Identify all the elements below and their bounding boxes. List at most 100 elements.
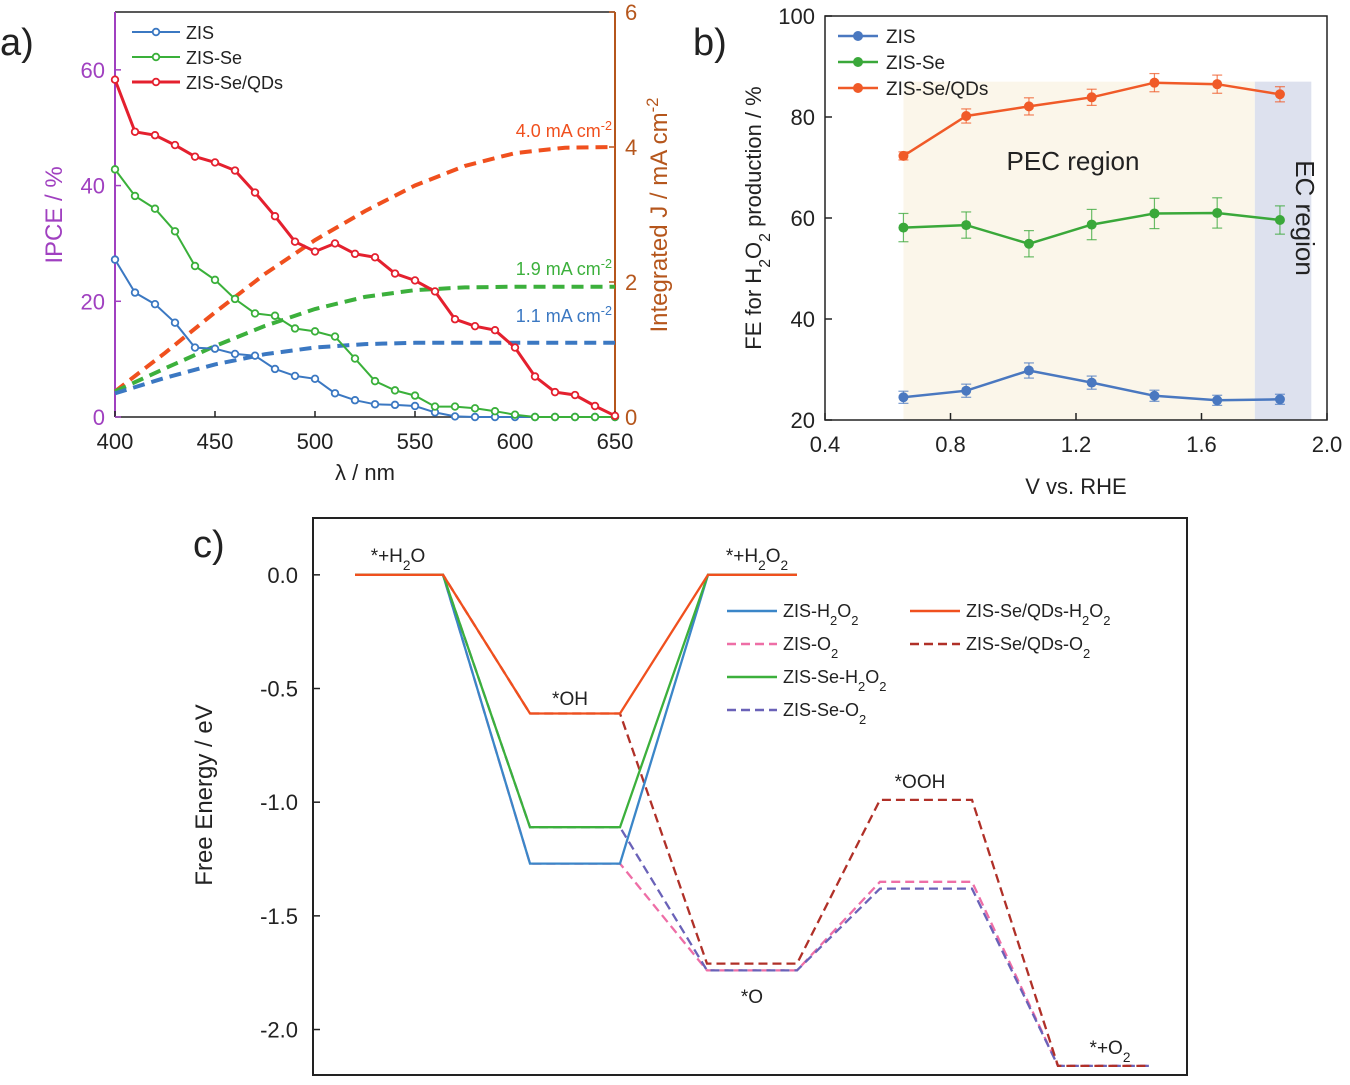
ytick-label-c: 0.0 <box>267 563 298 588</box>
ipce-point <box>450 412 460 421</box>
ylabel-left-a: IPCE / % <box>41 166 68 263</box>
ytick-label-c: -1.0 <box>260 790 298 815</box>
ipce-point <box>250 351 260 360</box>
legend-label-a: ZIS <box>186 23 214 43</box>
integrated-line-zisseqds <box>113 145 616 393</box>
ipce-point <box>190 343 200 352</box>
ipce-point <box>310 247 320 256</box>
fe-point <box>1086 377 1097 388</box>
state-label: *OOH <box>895 772 946 793</box>
ipce-point <box>450 315 460 324</box>
ipce-point <box>410 276 420 285</box>
legend-label-a: ZIS-Se/QDs <box>186 73 283 93</box>
integrated-label: 4.0 mA cm-2 <box>516 119 612 141</box>
ipce-point <box>130 127 140 136</box>
xtick-label-a: 600 <box>497 429 534 454</box>
fe-point <box>1212 395 1223 406</box>
xlabel-b: V vs. RHE <box>1025 474 1126 499</box>
ipce-point <box>270 212 280 221</box>
fe-point <box>1149 390 1160 401</box>
ipce-point <box>250 188 260 197</box>
fe-point <box>898 392 909 403</box>
ipce-point <box>170 227 180 236</box>
ytick-left-label-a: 0 <box>93 405 105 430</box>
fe-point <box>1274 394 1285 405</box>
legend-marker-b <box>853 83 863 93</box>
ipce-point <box>350 249 360 259</box>
ytick-left-label-a: 60 <box>81 58 105 83</box>
energy-path-zis-h2o2 <box>355 573 797 865</box>
ipce-point <box>270 364 280 374</box>
legend-label-b: ZIS <box>886 27 916 48</box>
ytick-label-c: -0.5 <box>260 677 298 702</box>
ytick-label-b: 100 <box>778 4 815 29</box>
ec-region-label: EC region <box>1290 160 1320 276</box>
ipce-point <box>210 275 220 285</box>
ipce-point <box>150 131 160 140</box>
fe-point <box>961 110 972 121</box>
fe-point <box>961 385 972 396</box>
ipce-point <box>130 288 140 297</box>
ipce-point <box>490 326 500 335</box>
fe-point <box>1023 101 1034 112</box>
xtick-label-a: 450 <box>197 429 234 454</box>
ytick-label-c: -1.5 <box>260 904 298 929</box>
state-label: *+H2O <box>371 546 426 573</box>
ipce-point <box>590 412 600 422</box>
ipce-point <box>110 255 120 264</box>
ipce-point <box>190 152 200 161</box>
fe-point <box>898 150 909 161</box>
ipce-point <box>390 269 400 278</box>
pec-region-label: PEC region <box>1007 146 1140 176</box>
state-label: *+H2O2 <box>726 546 788 573</box>
ytick-label-b: 80 <box>791 105 815 130</box>
ipce-line-0 <box>114 259 615 418</box>
ipce-point <box>510 343 520 352</box>
plot-frame-c <box>312 517 1188 1076</box>
ipce-point <box>230 166 240 175</box>
ipce-point <box>550 387 560 397</box>
state-label: *O <box>741 987 763 1008</box>
ipce-point <box>210 344 220 353</box>
ipce-point <box>170 140 180 150</box>
xtick-label-b: 2.0 <box>1312 432 1343 457</box>
ipce-point <box>350 396 360 405</box>
xtick-label-a: 500 <box>297 429 334 454</box>
ipce-point <box>290 237 300 246</box>
ytick-label-b: 40 <box>791 307 815 332</box>
ipce-point <box>150 299 160 309</box>
xtick-label-b: 0.8 <box>935 432 966 457</box>
ipce-point <box>290 371 300 381</box>
ytick-right-label-a: 6 <box>625 0 637 25</box>
panel-label-c: c) <box>193 524 225 566</box>
panel-label-a: a) <box>0 22 34 64</box>
ipce-point <box>330 332 340 341</box>
ipce-point <box>570 390 580 400</box>
ipce-point <box>190 261 200 271</box>
ytick-label-c: -2.0 <box>260 1018 298 1043</box>
ipce-point <box>290 324 300 333</box>
ytick-right-label-a: 2 <box>625 270 637 295</box>
ipce-point <box>570 412 580 422</box>
fe-point <box>1212 207 1223 218</box>
ipce-point <box>470 412 480 422</box>
legend-marker-b <box>853 57 863 67</box>
fe-point <box>1086 92 1097 103</box>
ipce-point <box>330 239 340 248</box>
xtick-label-b: 0.4 <box>810 432 841 457</box>
panel-label-b: b) <box>693 22 727 64</box>
ytick-left-label-a: 40 <box>81 174 105 199</box>
ipce-point <box>110 75 120 84</box>
ylabel-b: FE for H2O2 production / % <box>741 86 774 349</box>
ipce-point <box>350 354 360 363</box>
ipce-point <box>470 321 480 331</box>
ipce-point <box>530 412 540 422</box>
legend-label-c: ZIS-H2O2 <box>783 601 858 628</box>
ipce-point <box>110 165 120 174</box>
fe-point <box>1023 238 1034 249</box>
legend-label-c: ZIS-O2 <box>783 634 838 661</box>
legend-label-b: ZIS-Se/QDs <box>886 79 988 100</box>
xtick-label-a: 650 <box>597 429 634 454</box>
integrated-label: 1.1 mA cm-2 <box>516 304 612 326</box>
xtick-label-a: 550 <box>397 429 434 454</box>
